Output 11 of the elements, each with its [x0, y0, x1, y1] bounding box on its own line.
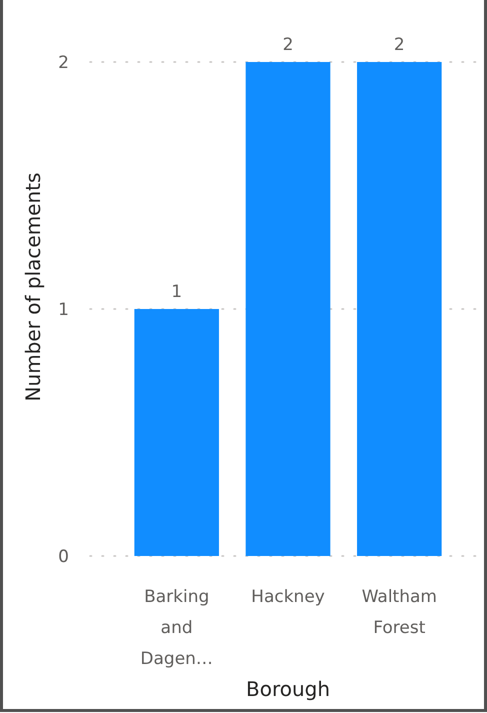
y-tick-label: 1 — [58, 300, 69, 320]
y-axis-title: Number of placements — [21, 172, 45, 402]
data-label: 1 — [171, 282, 182, 302]
y-tick-label: 0 — [58, 546, 69, 567]
data-label: 2 — [282, 35, 294, 55]
y-tick-label: 2 — [58, 52, 69, 73]
x-tick-label: Barking and Dagen… — [140, 587, 213, 669]
data-label: 2 — [394, 35, 405, 55]
x-tick-label: Waltham Forest — [362, 587, 437, 638]
x-axis-title: Borough — [246, 677, 330, 701]
x-tick-label: Hackney — [251, 587, 325, 607]
